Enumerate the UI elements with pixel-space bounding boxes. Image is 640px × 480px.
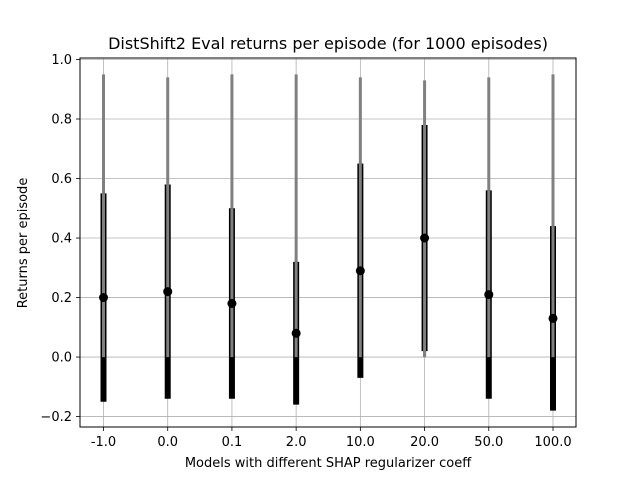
x-axis-label: Models with different SHAP regularizer c… bbox=[185, 456, 472, 471]
y-tick-label: 0.6 bbox=[51, 172, 72, 187]
plot-frame bbox=[79, 57, 577, 428]
mean-point bbox=[548, 313, 558, 323]
ticks-layer: −0.2 0.0 0.2 0.4 0.6 0.8 1.0 -1.0 0.0 0.1 2.0 10.0 2… bbox=[40, 53, 571, 450]
y-axis-label: Returns per episode bbox=[16, 178, 31, 309]
x-tick-label: 100.0 bbox=[534, 435, 571, 450]
y-tick-label: 0.0 bbox=[51, 351, 72, 366]
x-tick-label: 10.0 bbox=[346, 435, 375, 450]
x-tick-label: 0.0 bbox=[157, 435, 178, 450]
x-tick-label: 20.0 bbox=[410, 435, 439, 450]
mean-point bbox=[163, 287, 173, 297]
y-tick-label: 1.0 bbox=[51, 53, 72, 68]
x-tick-label: 50.0 bbox=[474, 435, 503, 450]
mean-point bbox=[355, 266, 365, 276]
marks-layer bbox=[99, 74, 558, 411]
mean-point bbox=[227, 299, 237, 309]
x-tick-label: -1.0 bbox=[91, 435, 116, 450]
y-tick-label: −0.2 bbox=[40, 410, 72, 425]
mean-point bbox=[420, 233, 430, 243]
x-tick-label: 2.0 bbox=[286, 435, 307, 450]
chart-title: DistShift2 Eval returns per episode (for… bbox=[108, 34, 548, 53]
mean-point bbox=[99, 293, 108, 303]
x-tick-label: 0.1 bbox=[222, 435, 243, 450]
y-tick-label: 0.8 bbox=[51, 113, 72, 128]
y-tick-label: 0.4 bbox=[51, 232, 72, 247]
y-tick-label: 0.2 bbox=[51, 291, 72, 306]
mean-point bbox=[484, 290, 494, 300]
mean-point bbox=[291, 328, 301, 338]
